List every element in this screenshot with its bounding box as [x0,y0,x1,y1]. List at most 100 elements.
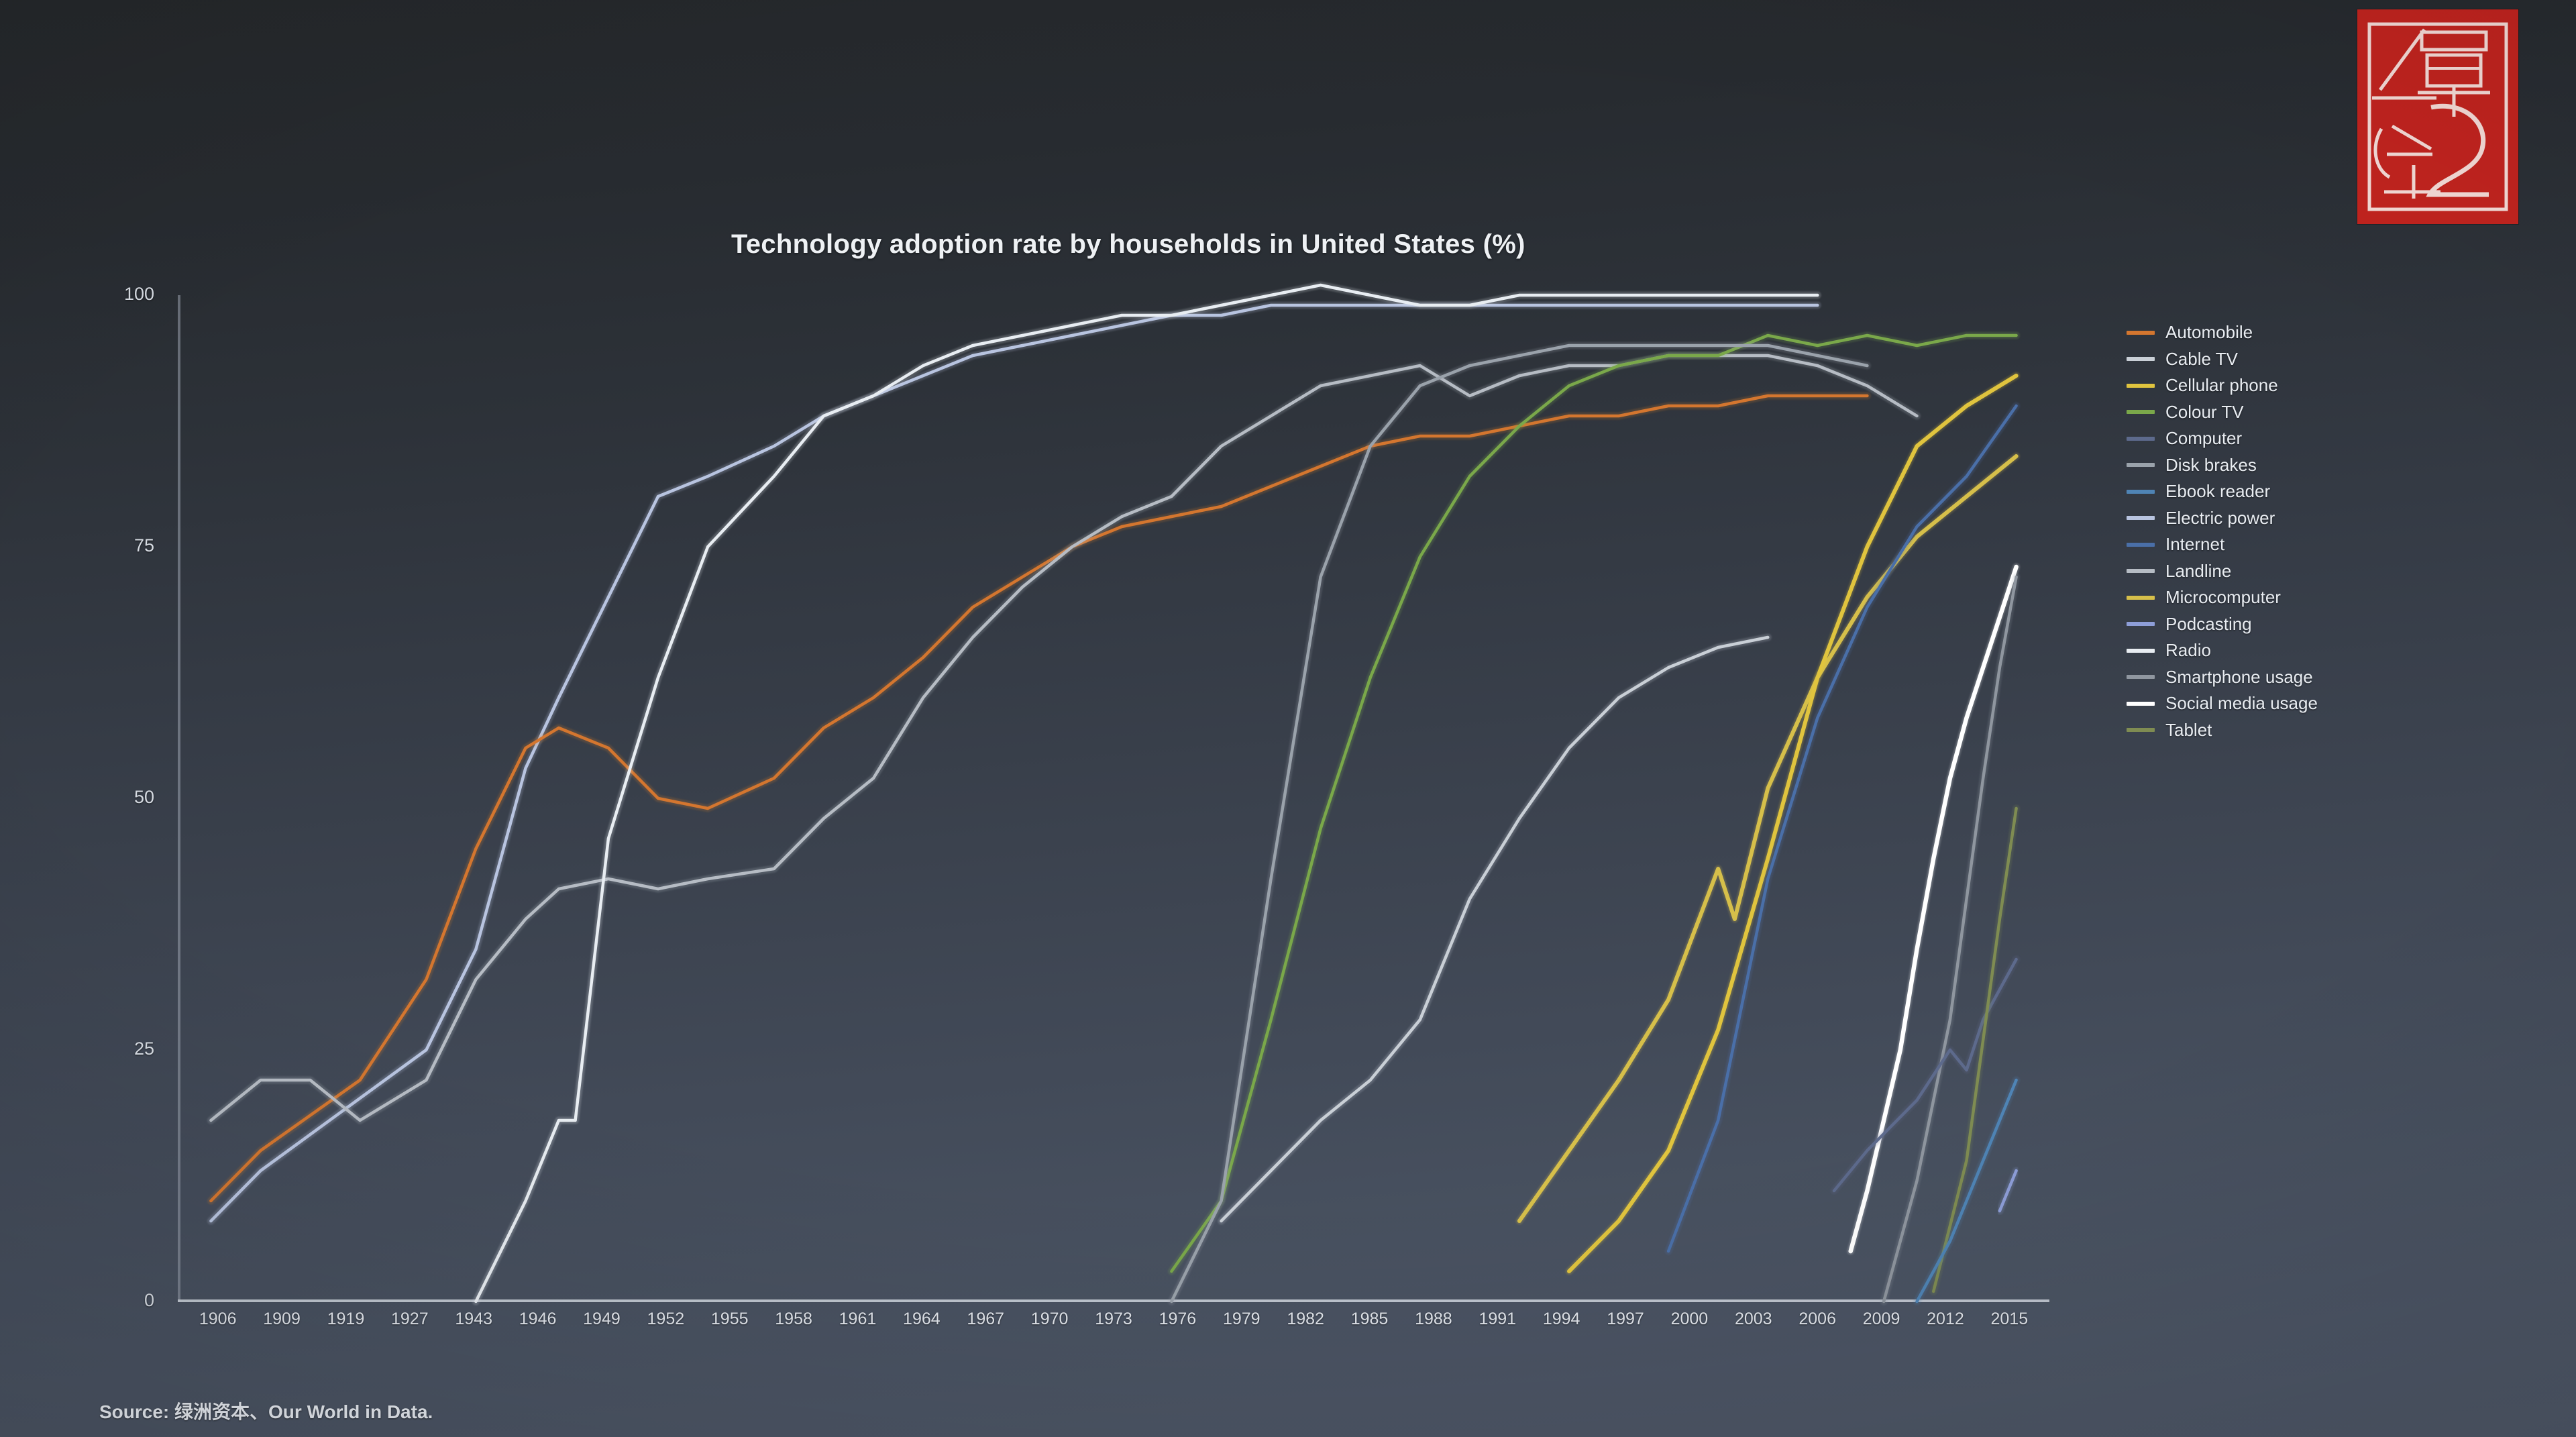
legend-swatch-icon [2127,542,2155,547]
legend-item-smartphone-usage[interactable]: Smartphone usage [2127,664,2408,691]
chart-plot-area [178,281,2049,1306]
legend-swatch-icon [2127,595,2155,600]
series-line-ebook-reader[interactable] [1915,1078,2018,1303]
legend-item-label: Landline [2165,560,2232,581]
series-line-smartphone-usage[interactable] [1882,575,2018,1303]
series-line-internet[interactable] [1666,404,2018,1253]
x-tick-1991: 1991 [1479,1310,1517,1328]
x-tick-2015: 2015 [1990,1310,2029,1328]
legend-item-cellular-phone[interactable]: Cellular phone [2127,372,2408,399]
x-tick-1988: 1988 [1415,1310,1452,1328]
y-tick-75: 75 [133,535,154,555]
legend-item-label: Podcasting [2165,613,2252,634]
legend-swatch-icon [2127,516,2155,521]
legend-item-podcasting[interactable]: Podcasting [2127,611,2408,638]
legend-item-label: Microcomputer [2165,587,2281,608]
legend-swatch-icon [2127,648,2155,653]
series-line-microcomputer[interactable] [1517,454,2019,1223]
x-tick-1994: 1994 [1542,1310,1580,1328]
series-line-tablet[interactable] [1931,806,2018,1293]
x-tick-1927: 1927 [391,1310,429,1328]
legend-swatch-icon [2127,489,2155,494]
legend-item-tablet[interactable]: Tablet [2127,717,2408,744]
x-tick-1943: 1943 [455,1310,493,1328]
x-tick-2006: 2006 [1799,1310,1836,1328]
series-line-social-media-usage[interactable] [1848,564,2019,1254]
legend-swatch-icon [2127,330,2155,335]
legend-swatch-icon [2127,463,2155,468]
x-tick-1946: 1946 [519,1310,557,1328]
x-axis-tick-labels: 1906 1909 1919 1927 1943 1946 1949 1952 1955 1958… [178,1310,2049,1336]
legend-item-internet[interactable]: Internet [2127,531,2408,558]
legend-swatch-icon [2127,675,2155,680]
x-tick-1919: 1919 [327,1310,365,1328]
x-tick-1976: 1976 [1159,1310,1197,1328]
x-tick-1909: 1909 [263,1310,301,1328]
series-line-radio[interactable] [474,283,1819,1303]
legend-item-microcomputer[interactable]: Microcomputer [2127,584,2408,611]
legend-item-label: Radio [2165,640,2211,661]
legend-item-label: Automobile [2165,322,2253,343]
legend-swatch-icon [2127,436,2155,441]
y-tick-0: 0 [144,1290,154,1310]
y-axis-line [178,295,180,1301]
x-tick-1949: 1949 [583,1310,621,1328]
x-tick-1967: 1967 [967,1310,1005,1328]
legend-item-label: Cable TV [2165,348,2238,369]
series-glow-microcomputer [1515,452,2021,1225]
series-line-disk-brakes[interactable] [1170,343,1869,1303]
legend-item-label: Cellular phone [2165,375,2278,396]
series-glow-cable-tv [1218,633,1772,1225]
x-tick-1979: 1979 [1222,1310,1260,1328]
x-tick-1952: 1952 [647,1310,685,1328]
series-line-podcasting[interactable] [1998,1169,2018,1213]
legend-item-computer[interactable]: Computer [2127,425,2408,452]
legend-item-label: Colour TV [2165,401,2244,422]
x-tick-1955: 1955 [710,1310,749,1328]
legend-item-radio[interactable]: Radio [2127,637,2408,664]
x-tick-1997: 1997 [1607,1310,1644,1328]
legend-item-ebook-reader[interactable]: Ebook reader [2127,478,2408,505]
legend-item-label: Ebook reader [2165,481,2271,502]
legend-swatch-icon [2127,383,2155,388]
source-caption: Source: 绿洲资本、Our World in Data. [99,1401,433,1422]
y-tick-100: 100 [123,284,154,304]
legend-swatch-icon [2127,728,2155,733]
legend-item-label: Disk brakes [2165,454,2257,475]
x-tick-2012: 2012 [1927,1310,1964,1328]
legend-item-electric-power[interactable]: Electric power [2127,505,2408,532]
legend-item-label: Electric power [2165,507,2275,528]
x-axis-line [178,1299,2049,1302]
legend-swatch-icon [2127,622,2155,627]
x-tick-1964: 1964 [903,1310,941,1328]
series-glow-radio [472,281,1821,1306]
chart-legend: Automobile Cable TV Cellular phone Colour T… [2127,319,2408,743]
legend-item-colour-tv[interactable]: Colour TV [2127,399,2408,426]
legend-item-label: Smartphone usage [2165,666,2313,687]
x-tick-1906: 1906 [199,1310,237,1328]
legend-item-automobile[interactable]: Automobile [2127,319,2408,346]
y-tick-50: 50 [133,787,154,807]
legend-swatch-icon [2127,701,2155,706]
series-line-cellular-phone[interactable] [1567,374,2019,1273]
chart-title: Technology adoption rate by households i… [731,229,1525,259]
x-tick-1961: 1961 [839,1310,877,1328]
series-glow-internet [1664,402,2021,1255]
legend-item-disk-brakes[interactable]: Disk brakes [2127,452,2408,479]
suanjing-seal-logo [2357,9,2518,224]
legend-item-label: Social media usage [2165,693,2318,714]
x-tick-1985: 1985 [1350,1310,1389,1328]
legend-swatch-icon [2127,410,2155,415]
x-tick-2000: 2000 [1670,1310,1709,1328]
series-glow-electric-power [207,301,1821,1225]
legend-swatch-icon [2127,357,2155,362]
legend-item-landline[interactable]: Landline [2127,558,2408,585]
legend-item-social-media-usage[interactable]: Social media usage [2127,690,2408,717]
legend-item-cable-tv[interactable]: Cable TV [2127,346,2408,373]
series-line-cable-tv[interactable] [1220,635,1770,1223]
series-line-colour-tv[interactable] [1170,333,2018,1273]
y-tick-25: 25 [133,1039,154,1059]
legend-item-label: Internet [2165,534,2225,555]
series-line-electric-power[interactable] [209,303,1819,1223]
